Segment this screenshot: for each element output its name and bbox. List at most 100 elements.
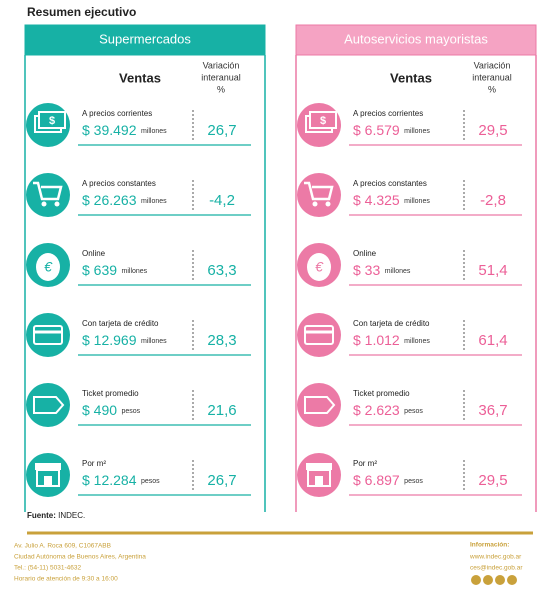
footer-info: www.indec.gob.ar <box>469 554 522 561</box>
icon-glyph <box>304 181 334 201</box>
icon-circle <box>297 383 341 427</box>
social-icon <box>495 575 505 585</box>
amount-value: $ 6.579 <box>353 122 400 138</box>
row-amount: $ 490 pesos <box>82 402 141 420</box>
footer-address: Ciudad Autónoma de Buenos Aires, Argenti… <box>14 554 146 561</box>
row-label: Ticket promedio <box>353 389 410 398</box>
row-amount: $ 1.012 millones <box>353 332 430 350</box>
amount-value: $ 6.897 <box>353 472 400 488</box>
row-label: A precios constantes <box>353 179 427 188</box>
icon-circle <box>26 173 70 217</box>
source: Fuente: INDEC. <box>27 511 85 520</box>
footer-address: Av. Julio A. Roca 609, C1067ABB <box>14 543 111 550</box>
icon-glyph <box>309 111 337 129</box>
icon-glyph <box>304 325 334 345</box>
row-variation: 29,5 <box>478 122 507 139</box>
row-amount: $ 6.897 pesos <box>353 472 423 490</box>
row-variation: 51,4 <box>478 262 507 279</box>
amount-unit: millones <box>141 338 167 345</box>
amount-value: $ 2.623 <box>353 402 400 418</box>
variation-header: interanual <box>472 72 512 82</box>
icon-glyph <box>315 476 323 486</box>
icon-circle <box>26 383 70 427</box>
row-variation: 28,3 <box>207 332 236 349</box>
source-text: INDEC. <box>58 511 85 520</box>
icon-glyph <box>33 325 63 345</box>
icon-glyph <box>44 476 52 486</box>
icon-glyph: $ <box>49 115 55 127</box>
amount-value: $ 12.969 <box>82 332 137 348</box>
row-label: Online <box>353 249 377 258</box>
row-variation: 21,6 <box>207 402 236 419</box>
amount-unit: millones <box>404 128 430 135</box>
row-label: Por m² <box>353 459 377 468</box>
amount-value: $ 490 <box>82 402 117 418</box>
footer-info: ces@indec.gob.ar <box>470 565 523 572</box>
row-variation: 61,4 <box>478 332 507 349</box>
row-amount: $ 33 millones <box>353 262 411 280</box>
icon-glyph <box>307 253 331 281</box>
amount-unit: pesos <box>122 408 141 415</box>
amount-unit: millones <box>404 338 430 345</box>
icon-glyph <box>33 396 65 414</box>
icon-circle <box>297 173 341 217</box>
footer-address: Tel.: (54-11) 5031-4632 <box>14 565 81 572</box>
variation-header: interanual <box>201 72 241 82</box>
amount-unit: pesos <box>141 478 160 485</box>
row-amount: $ 12.284 pesos <box>82 472 160 490</box>
amount-unit: millones <box>141 198 167 205</box>
row-amount: $ 12.969 millones <box>82 332 167 350</box>
sales-header: Ventas <box>119 70 161 85</box>
icon-circle <box>297 313 341 357</box>
amount-value: $ 639 <box>82 262 117 278</box>
variation-header: % <box>217 84 225 94</box>
panel-title: Autoservicios mayoristas <box>344 31 488 46</box>
row-label: A precios corrientes <box>82 109 152 118</box>
icon-glyph: $ <box>320 115 326 127</box>
row-amount: $ 6.579 millones <box>353 122 430 140</box>
row-variation: -4,2 <box>209 192 235 209</box>
row-amount: $ 2.623 pesos <box>353 402 423 420</box>
amount-unit: pesos <box>404 408 423 415</box>
row-variation: 36,7 <box>478 402 507 419</box>
row-label: A precios corrientes <box>353 109 423 118</box>
amount-unit: millones <box>404 198 430 205</box>
page-title: Resumen ejecutivo <box>27 5 136 19</box>
row-amount: $ 26.263 millones <box>82 192 167 210</box>
source-label: Fuente: <box>27 511 56 520</box>
row-label: Con tarjeta de crédito <box>82 319 159 328</box>
row-label: Online <box>82 249 106 258</box>
row-variation: 63,3 <box>207 262 236 279</box>
icon-glyph <box>41 201 47 207</box>
icon-circle <box>297 453 341 497</box>
icon-glyph <box>325 201 331 207</box>
amount-value: $ 12.284 <box>82 472 137 488</box>
row-variation: 26,7 <box>207 472 236 489</box>
row-variation: 26,7 <box>207 122 236 139</box>
icon-glyph <box>36 253 60 281</box>
panel-header <box>24 24 266 56</box>
icon-glyph <box>312 201 318 207</box>
footer-address: Horario de atención de 9:30 a 16:00 <box>14 576 118 583</box>
row-amount: $ 4.325 millones <box>353 192 430 210</box>
row-label: A precios constantes <box>82 179 156 188</box>
amount-unit: millones <box>141 128 167 135</box>
footer-info-title: Información: <box>470 542 509 549</box>
icon-circle <box>26 313 70 357</box>
amount-unit: millones <box>385 268 411 275</box>
amount-value: $ 26.263 <box>82 192 137 208</box>
icon-glyph <box>306 463 332 470</box>
row-label: Por m² <box>82 459 106 468</box>
row-variation: -2,8 <box>480 192 506 209</box>
row-label: Ticket promedio <box>82 389 139 398</box>
variation-header: Variación <box>203 60 240 70</box>
row-variation: 29,5 <box>478 472 507 489</box>
icon-glyph <box>54 201 60 207</box>
icon-glyph <box>38 111 66 129</box>
row-amount: $ 39.492 millones <box>82 122 167 140</box>
amount-value: $ 39.492 <box>82 122 137 138</box>
panel-header <box>295 24 537 56</box>
amount-unit: pesos <box>404 478 423 485</box>
